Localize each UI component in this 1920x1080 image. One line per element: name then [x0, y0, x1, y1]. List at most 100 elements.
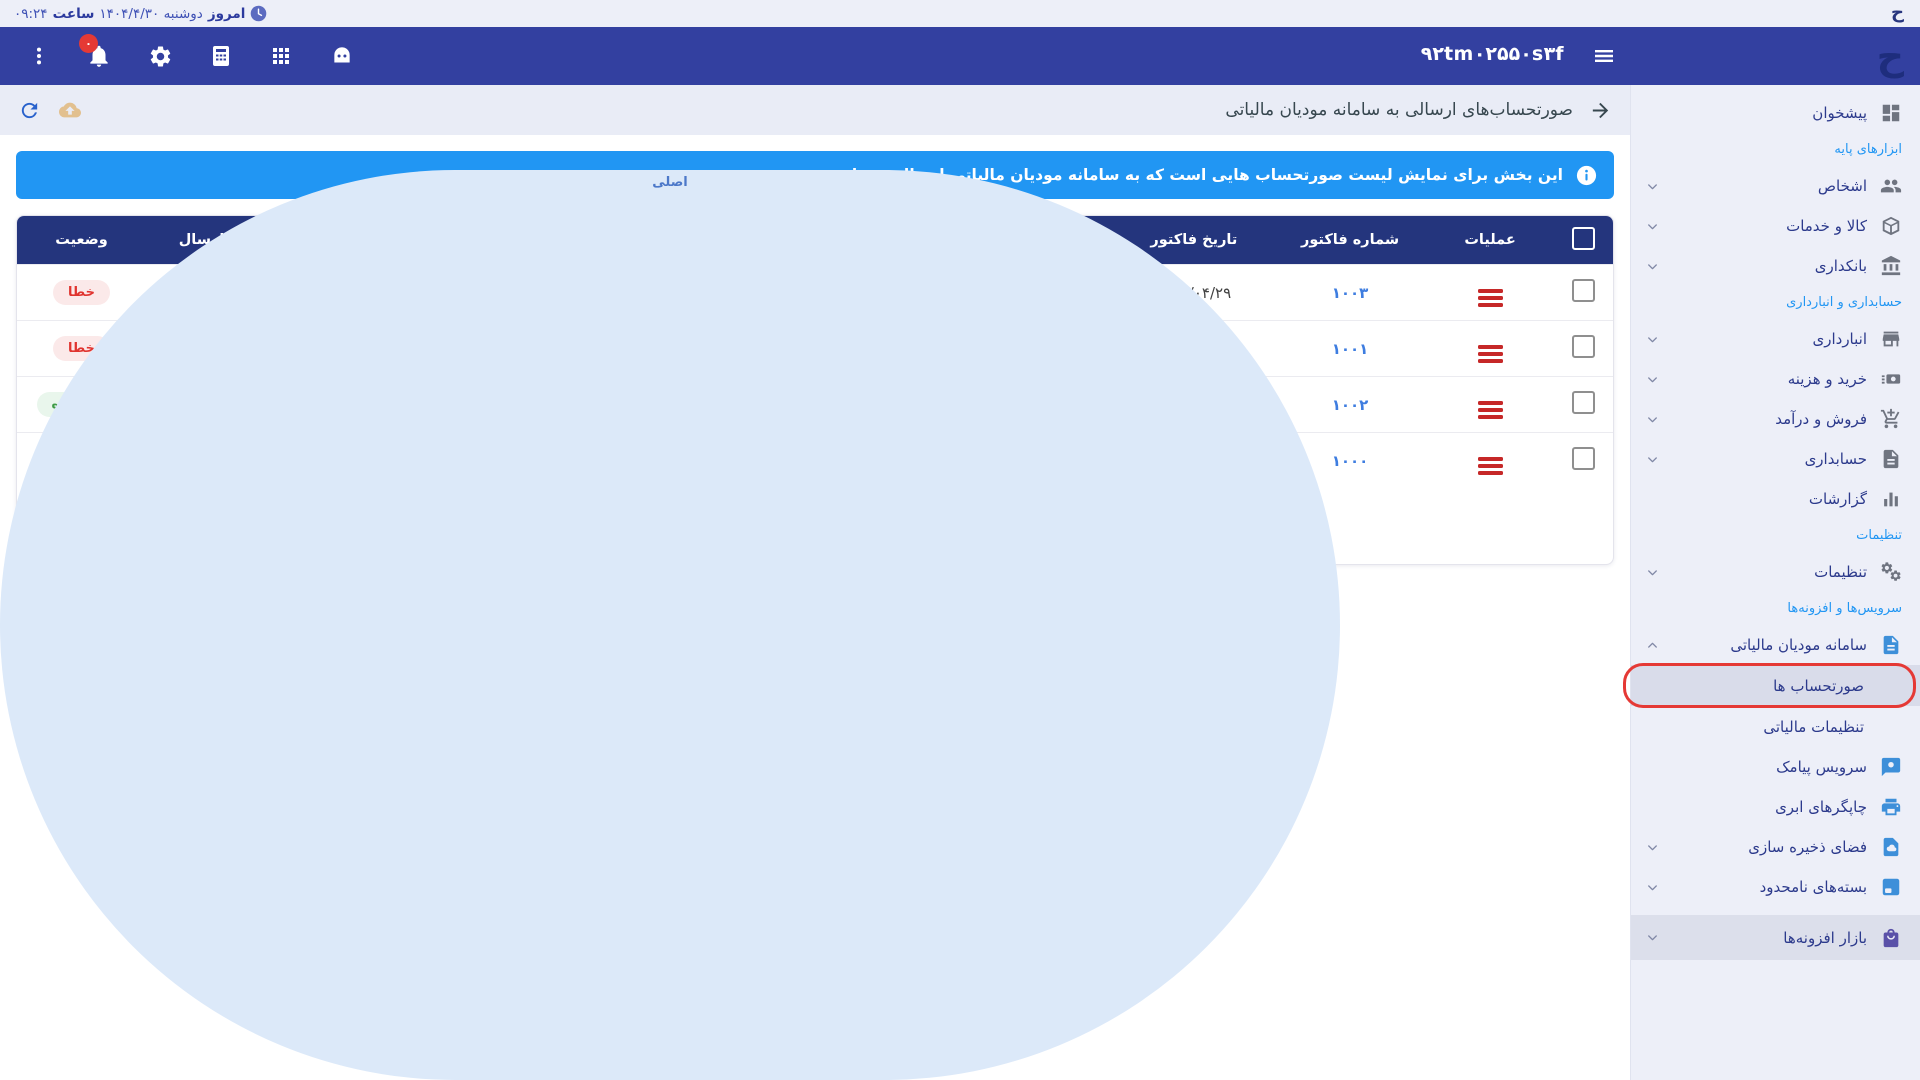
sidebar-item-sales-income[interactable]: فروش و درآمد — [1631, 399, 1920, 439]
sidebar-item-tax-system[interactable]: سامانه مودیان مالیاتی — [1631, 625, 1920, 665]
chevron-down-icon — [1645, 840, 1660, 855]
sidebar-item-label: بازار افزونه‌ها — [1783, 928, 1867, 947]
assistant-button[interactable] — [329, 43, 355, 69]
sidebar-item-label: کالا و خدمات — [1786, 217, 1867, 235]
row-checkbox[interactable] — [1572, 391, 1596, 414]
people-icon — [1880, 175, 1902, 197]
chevron-down-icon — [1645, 179, 1660, 194]
sidebar-item-addons-market[interactable]: بازار افزونه‌ها — [1631, 915, 1920, 960]
sidebar-section-settings: تنظیمات — [1856, 528, 1902, 543]
sidebar-item-persons[interactable]: اشخاص — [1631, 166, 1920, 206]
sidebar-subitem-invoices[interactable]: صورتحساب ها — [1623, 663, 1920, 708]
sidebar-item-settings[interactable]: تنظیمات — [1631, 552, 1920, 592]
sidebar-item-unlimited-packages[interactable]: بسته‌های نامحدود — [1631, 867, 1920, 907]
apps-grid-button[interactable] — [269, 44, 293, 68]
tax-document-icon — [1880, 634, 1902, 656]
cloud-upload-icon — [57, 99, 83, 121]
col-invoice-date: تاریخ فاکتور — [1113, 216, 1275, 265]
sidebar-item-cloud-printers[interactable]: چاپگرهای ابری — [1631, 787, 1920, 827]
sidebar-item-inventory[interactable]: انبارداری — [1631, 319, 1920, 359]
dashboard-icon — [1880, 102, 1902, 124]
sidebar-item-label: تنظیمات — [1814, 563, 1867, 581]
sidebar-item-goods-services[interactable]: کالا و خدمات — [1631, 206, 1920, 246]
sidebar-item-dashboard[interactable]: پیشخوان — [1631, 93, 1920, 133]
info-icon — [1575, 164, 1598, 187]
sidebar-item-label: سرویس پیامک — [1776, 758, 1867, 776]
document-icon — [1880, 448, 1902, 470]
sidebar-item-label: اشخاص — [1817, 177, 1867, 195]
sidebar-item-sms-service[interactable]: سرویس پیامک — [1631, 747, 1920, 787]
row-checkbox[interactable] — [1572, 335, 1596, 358]
top-strip: امروز دوشنبه ۱۴۰۴/۴/۳۰ ساعت ۰۹:۲۴ ح — [0, 0, 1920, 27]
chevron-down-icon — [1645, 452, 1660, 467]
back-button[interactable] — [1589, 99, 1612, 122]
sidebar-item-storage-space[interactable]: فضای ذخیره سازی — [1631, 827, 1920, 867]
sidebar-item-label: بسته‌های نامحدود — [1759, 878, 1867, 896]
sidebar-item-label: انبارداری — [1812, 330, 1867, 348]
chevron-down-icon — [1645, 332, 1660, 347]
calculator-button[interactable] — [209, 44, 233, 68]
row-actions-menu-icon[interactable] — [1477, 400, 1503, 419]
bank-icon — [1880, 255, 1902, 277]
row-actions-menu-icon[interactable] — [1477, 456, 1503, 475]
page-toolbar: صورتحساب‌های ارسالی به سامانه مودیان مال… — [0, 85, 1630, 135]
current-time: ۰۹:۲۴ — [14, 5, 48, 22]
calculator-icon — [209, 44, 233, 68]
notifications-button[interactable]: ۰ — [79, 34, 112, 69]
row-checkbox[interactable] — [1572, 447, 1596, 470]
sidebar-item-banking[interactable]: بانکداری — [1631, 246, 1920, 286]
subject-badge: اصلی — [0, 170, 1340, 1080]
invoice-number-link[interactable]: ۱۰۰۳ — [1331, 283, 1369, 302]
chevron-down-icon — [1645, 565, 1660, 580]
sidebar: پیشخوان ابزارهای پایه اشخاص کالا و خدمات… — [1623, 85, 1920, 1080]
invoice-number-link[interactable]: ۱۰۰۱ — [1331, 339, 1369, 358]
select-all-checkbox[interactable] — [1572, 226, 1596, 250]
col-status: وضعیت — [17, 216, 147, 265]
workspace-id[interactable]: ۹۲tm۰۲۵۵۰s۳f — [1420, 43, 1564, 65]
chevron-down-icon — [1645, 372, 1660, 387]
cloud-file-icon — [1880, 836, 1902, 858]
chevron-down-icon — [1645, 930, 1660, 945]
settings-button[interactable] — [148, 44, 173, 69]
sidebar-item-accounting[interactable]: حسابداری — [1631, 439, 1920, 479]
gears-icon — [1880, 561, 1902, 583]
invoice-number-link[interactable]: ۱۰۰۰ — [1331, 451, 1369, 470]
annotation-highlight-ring — [1623, 663, 1916, 708]
printer-icon — [1880, 796, 1902, 818]
chat-bubble-icon — [1880, 756, 1902, 778]
sidebar-section-basic-tools: ابزارهای پایه — [1834, 142, 1902, 157]
page-title: صورتحساب‌های ارسالی به سامانه مودیان مال… — [1225, 100, 1573, 120]
row-actions-menu-icon[interactable] — [1477, 344, 1503, 363]
chevron-down-icon — [1645, 880, 1660, 895]
app-header: ح ۹۲tm۰۲۵۵۰s۳f ۰ — [0, 27, 1920, 85]
sidebar-item-reports[interactable]: گزارشات — [1631, 479, 1920, 519]
refresh-button[interactable] — [18, 99, 41, 122]
kebab-menu-button[interactable] — [28, 45, 50, 67]
banknote-icon — [1880, 368, 1902, 390]
export-upload-button[interactable] — [57, 99, 83, 121]
main-content: صورتحساب‌های ارسالی به سامانه مودیان مال… — [0, 85, 1630, 1080]
status-badge: خطا — [53, 280, 110, 305]
sidebar-subitem-tax-settings[interactable]: تنظیمات مالیاتی — [1631, 706, 1920, 747]
invoice-number-link[interactable]: ۱۰۰۲ — [1331, 395, 1369, 414]
chevron-down-icon — [1645, 259, 1660, 274]
clock-icon — [250, 5, 267, 22]
sidebar-item-label: پیشخوان — [1812, 104, 1867, 122]
notification-badge: ۰ — [79, 34, 98, 53]
today-label: امروز — [207, 5, 246, 22]
hour-label: ساعت — [52, 5, 95, 22]
chevron-down-icon — [1645, 219, 1660, 234]
invoices-table: عملیات شماره فاکتور تاریخ فاکتور مشتری م… — [0, 170, 1613, 1080]
sidebar-item-purchases-expenses[interactable]: خرید و هزینه — [1631, 359, 1920, 399]
back-arrow-icon — [1589, 99, 1612, 122]
sidebar-item-label: سامانه مودیان مالیاتی — [1730, 636, 1867, 654]
store-icon — [1880, 328, 1902, 350]
row-actions-menu-icon[interactable] — [1477, 288, 1503, 307]
sidebar-toggle-button[interactable] — [1592, 44, 1616, 68]
box-icon — [1880, 215, 1902, 237]
invoices-table-card: عملیات شماره فاکتور تاریخ فاکتور مشتری م… — [0, 170, 1614, 1080]
row-checkbox[interactable] — [1572, 279, 1596, 302]
sidebar-item-label: صورتحساب ها — [1773, 676, 1864, 695]
kebab-menu-icon — [28, 45, 50, 67]
sidebar-item-label: حسابداری — [1804, 450, 1867, 468]
